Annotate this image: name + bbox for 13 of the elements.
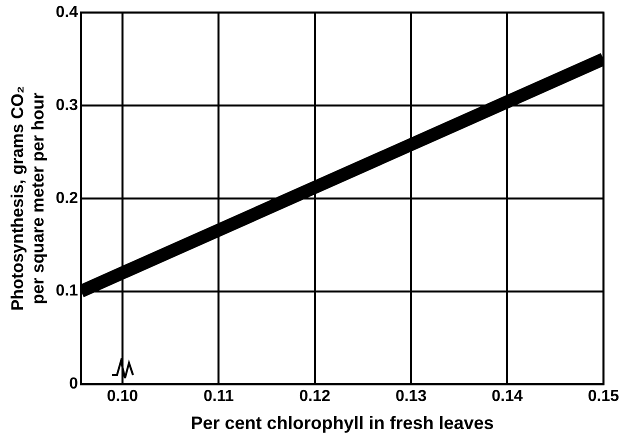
- x-tick-label: 0.13: [395, 388, 427, 406]
- x-tick-label: 0.12: [299, 388, 330, 406]
- x-tick-label: 0.11: [203, 388, 234, 406]
- x-tick-label: 0.15: [588, 388, 620, 406]
- y-axis-title: Photosynthesis, grams CO₂ per square meter per hour: [8, 86, 48, 311]
- y-tick-label: 0.4: [56, 4, 78, 22]
- x-tick-label: 0.14: [492, 388, 523, 406]
- y-tick-label: 0.3: [56, 96, 78, 114]
- y-tick-label: 0.2: [56, 190, 78, 207]
- x-tick-label: 0.10: [106, 388, 138, 406]
- y-tick-label: 0.1: [56, 282, 78, 300]
- y-tick-label: 0: [69, 376, 78, 393]
- x-axis-title: Per cent chlorophyll in fresh leaves: [190, 413, 494, 434]
